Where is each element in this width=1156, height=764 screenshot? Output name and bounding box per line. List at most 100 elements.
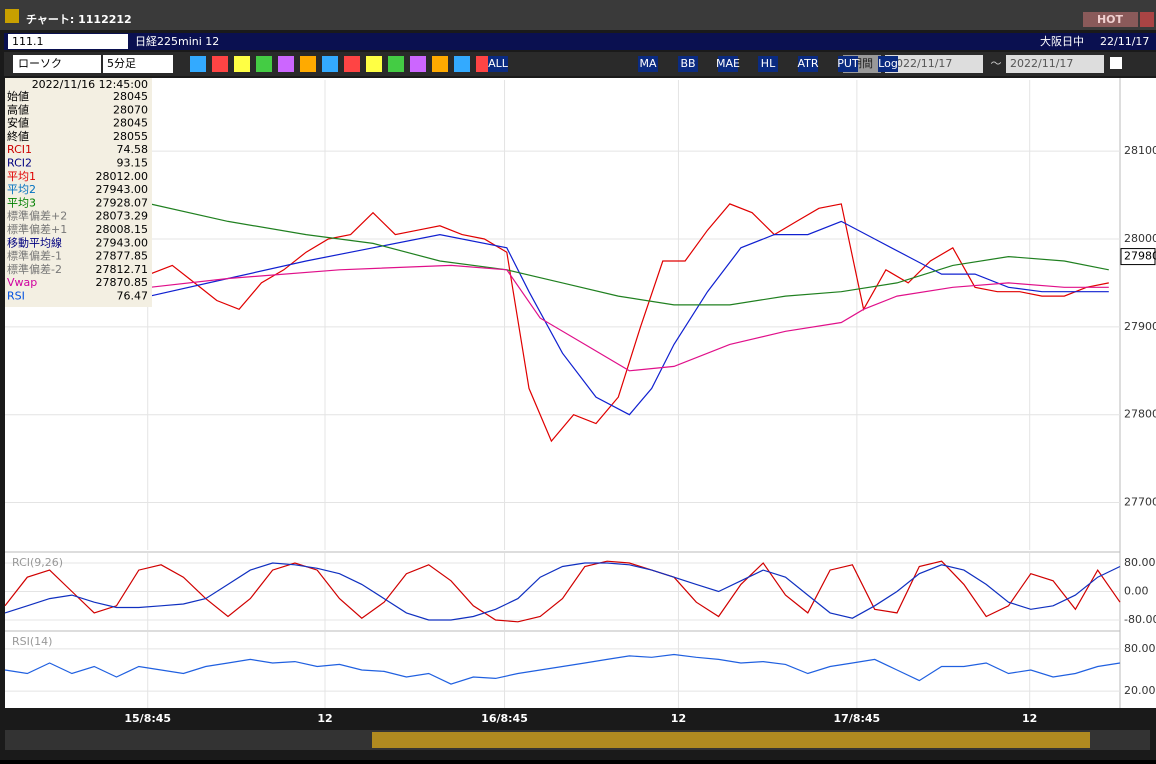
y-tick-label: -80.00: [1124, 613, 1156, 626]
tool-icon[interactable]: [256, 56, 272, 72]
scroll-thumb[interactable]: [372, 732, 1090, 748]
chart-area: [5, 78, 1156, 708]
tool-icon[interactable]: [388, 56, 404, 72]
info-value: 28008.15: [96, 223, 149, 236]
y-tick-label: 80.00: [1124, 556, 1156, 569]
tool-button[interactable]: [798, 56, 818, 72]
tool-button-label: MA: [639, 57, 656, 70]
session: 大阪日中: [1040, 34, 1084, 48]
tool-button[interactable]: [718, 56, 738, 72]
panel-title: RCI(9,26): [12, 556, 63, 569]
tool-button[interactable]: [678, 56, 698, 72]
y-tick-label: 27900: [1124, 320, 1156, 333]
close-button[interactable]: [1140, 12, 1154, 27]
info-label: 高値: [7, 102, 29, 116]
tool-icon[interactable]: [410, 56, 426, 72]
info-label: 終値: [7, 129, 29, 143]
panel-title: RSI(14): [12, 635, 52, 648]
kind-combo[interactable]: [13, 55, 101, 73]
info-label: 標準偏差-2: [7, 262, 62, 276]
interval: 5分足: [107, 57, 136, 70]
info-value: 27943.00: [96, 236, 149, 249]
tool-button[interactable]: [878, 56, 898, 72]
info-value: 28045: [113, 90, 148, 103]
y-tick-label: 0.00: [1124, 585, 1149, 598]
tool-icon[interactable]: [432, 56, 448, 72]
x-tick-label: 12: [1022, 712, 1037, 725]
info-value: 76.47: [117, 290, 149, 303]
info-value: 27812.71: [96, 263, 149, 276]
series-line: [4, 560, 1121, 623]
last-price-label: 27980: [1124, 250, 1156, 263]
x-tick-label: 12: [317, 712, 332, 725]
y-tick-label: 27700: [1124, 496, 1156, 509]
tool-button-label: PUT: [837, 57, 859, 70]
checkbox[interactable]: [1110, 57, 1122, 69]
y-tick-label: 20.00: [1124, 684, 1156, 697]
header-date: 22/11/17: [1100, 35, 1149, 48]
y-tick-label: 80.00: [1124, 642, 1156, 655]
info-value: 28055: [113, 130, 148, 143]
tool-icon[interactable]: [454, 56, 470, 72]
tool-button-label: MAE: [716, 57, 740, 70]
app-icon: [5, 9, 19, 23]
title-bar: [0, 0, 1156, 30]
info-label: RSI: [7, 290, 25, 303]
x-tick-label: 17/8:45: [834, 712, 881, 725]
info-label: RCI2: [7, 157, 32, 170]
y-tick-label: 27800: [1124, 408, 1156, 421]
series-line: [4, 562, 1121, 621]
tool-icons: ALL MA BB MAE HL ATR PUT Log: [190, 56, 898, 72]
y-tick-label: 28100: [1124, 144, 1156, 157]
toolbar: [4, 52, 1156, 76]
info-panel: [5, 78, 152, 307]
symbol-code: 111.1: [12, 35, 44, 48]
hot-button[interactable]: [1083, 12, 1138, 27]
tool-icon[interactable]: [234, 56, 250, 72]
info-label: 平均3: [7, 196, 36, 209]
last-price-box: [1120, 248, 1156, 266]
tool-icon[interactable]: [278, 56, 294, 72]
date-to-field[interactable]: [1006, 55, 1104, 73]
chart-kind: ローソク: [18, 57, 62, 70]
info-value: 27877.85: [96, 250, 149, 263]
window-title: チャート: 1112212: [26, 13, 132, 26]
tool-button[interactable]: [638, 56, 658, 72]
info-value: 27943.00: [96, 183, 149, 196]
tool-icon[interactable]: [344, 56, 360, 72]
info-value: 28073.29: [96, 210, 149, 223]
series-line: [4, 653, 1121, 685]
info-label: 平均1: [7, 170, 36, 183]
symbol-bar: [4, 33, 1156, 50]
tool-icon[interactable]: [366, 56, 382, 72]
info-label: RCI1: [7, 143, 32, 156]
tool-button[interactable]: [758, 56, 778, 72]
date-from: 2022/11/17: [889, 57, 952, 70]
tool-icon[interactable]: [300, 56, 316, 72]
tool-icon[interactable]: [190, 56, 206, 72]
symbol-combo[interactable]: [8, 34, 128, 49]
info-label: 安値: [7, 116, 29, 130]
tool-icon[interactable]: [322, 56, 338, 72]
tool-button-label: ALL: [488, 57, 509, 70]
tilde: ～: [991, 57, 1002, 70]
date-to: 2022/11/17: [1010, 57, 1073, 70]
tool-icon[interactable]: [212, 56, 228, 72]
series-line: [149, 220, 1109, 416]
date-from-field[interactable]: [885, 55, 983, 73]
interval-combo[interactable]: [103, 55, 173, 73]
tool-button-label: ATR: [797, 57, 818, 70]
tool-button-label: BB: [680, 57, 695, 70]
info-value: 27870.85: [96, 276, 149, 289]
info-value: 28045: [113, 117, 148, 130]
info-label: 標準偏差-1: [7, 249, 62, 263]
info-value: 74.58: [117, 143, 149, 156]
x-tick-label: 16/8:45: [481, 712, 528, 725]
info-value: 27928.07: [96, 196, 149, 209]
symbol-name: 日経225mini 12: [135, 35, 219, 48]
tool-button[interactable]: [488, 56, 508, 72]
tool-button[interactable]: [838, 56, 858, 72]
info-label: 平均2: [7, 183, 36, 196]
series-line: [149, 203, 1109, 443]
